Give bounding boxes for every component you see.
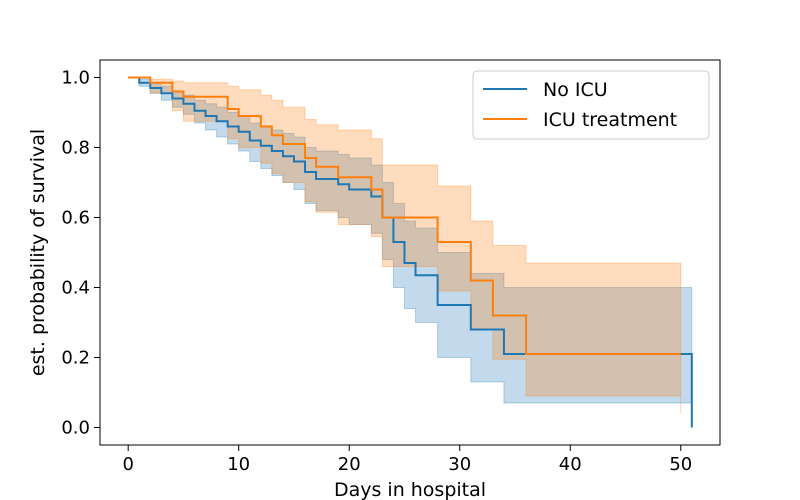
x-tick-label: 0 xyxy=(122,454,133,475)
x-tick-label: 20 xyxy=(338,454,361,475)
y-axis-ticks: 0.0 0.2 0.4 0.6 0.8 1.0 xyxy=(61,68,100,439)
plot-frame xyxy=(99,59,721,446)
y-tick-label: 0.2 xyxy=(61,348,90,369)
legend-label-icu-treatment: ICU treatment xyxy=(543,109,677,131)
legend-label-no-icu: No ICU xyxy=(543,79,608,101)
survival-line-1 xyxy=(128,76,681,355)
x-tick-label: 30 xyxy=(448,454,471,475)
y-tick-label: 0.8 xyxy=(61,138,90,159)
survival-line-0 xyxy=(128,76,693,428)
y-tick-label: 0.0 xyxy=(61,418,90,439)
x-tick-label: 50 xyxy=(669,454,692,475)
legend-box xyxy=(472,70,710,140)
confidence-band-0 xyxy=(128,77,693,428)
y-tick-label: 0.6 xyxy=(61,208,90,229)
x-tick-label: 40 xyxy=(559,454,582,475)
x-axis-ticks: 0 10 20 30 40 50 xyxy=(122,445,692,475)
y-tick-label: 1.0 xyxy=(61,68,90,89)
survival-lines xyxy=(128,76,693,428)
y-tick-label: 0.4 xyxy=(61,278,90,299)
x-axis-label: Days in hospital xyxy=(334,479,486,500)
y-axis-label: est. probability of survival xyxy=(27,129,49,376)
legend: No ICU ICU treatment xyxy=(472,70,710,140)
x-tick-label: 10 xyxy=(227,454,250,475)
